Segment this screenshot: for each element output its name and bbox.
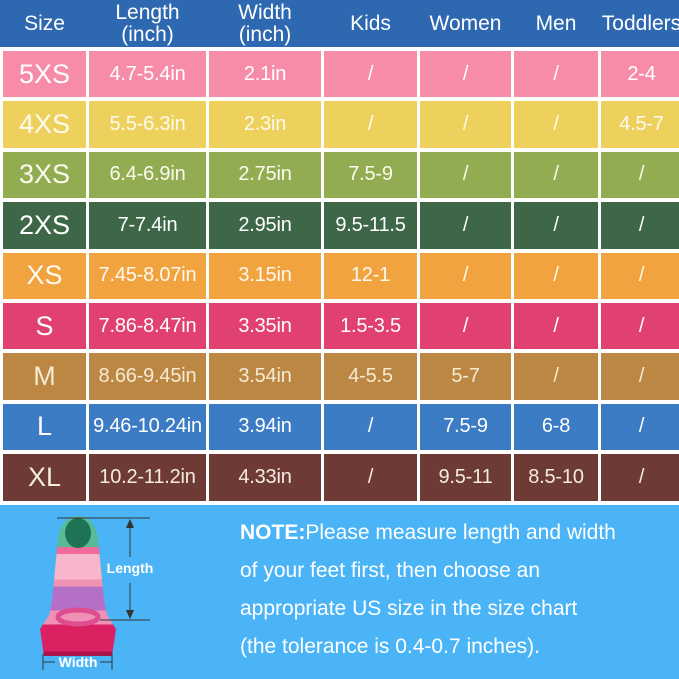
table-cell: / [514,202,598,249]
table-cell: / [420,151,511,199]
table-header: Size Length (inch) Width (inch) Kids Women Men T… [0,0,679,47]
table-cell: 4.7-5.4in [89,51,206,98]
table-cell: 5.5-6.3in [89,101,206,148]
table-cell: / [601,302,679,350]
table-cell: 3.54in [209,353,321,400]
table-cell: / [324,454,417,501]
header-cell-men: Men [535,11,577,35]
size-cell: XL [3,454,86,501]
size-cell: 4XS [3,101,86,148]
table-cell: / [420,202,511,249]
width-label: Width [58,654,98,670]
fin-illustration: Length Width [0,505,230,679]
table-cell: / [420,252,511,299]
table-cell: / [420,302,511,350]
table-cell: / [420,101,511,148]
table-cell: 3.15in [209,252,321,299]
table-cell: / [601,403,679,451]
table-cell: 7-7.4in [89,202,206,249]
header-cell-length: Length (inch) [115,0,180,46]
table-cell: 7.45-8.07in [89,252,206,299]
table-cell: 2.75in [209,151,321,199]
table-cell: 9.5-11 [420,454,511,501]
table-cell: 2.3in [209,101,321,148]
table-cell: 8.66-9.45in [89,353,206,400]
table-cell: 7.5-9 [420,403,511,451]
table-body: 5XS 4.7-5.4in 2.1in / //2-4 4XS 5.5-6.3in 2.3in… [0,47,679,505]
swim-fin-icon [40,516,150,670]
table-cell: 2-4 [601,51,679,98]
table-cell: 7.5-9 [324,151,417,199]
table-cell: / [420,51,511,98]
header-cell-women: Women [429,11,502,35]
table-cell: 3.35in [209,302,321,350]
table-cell: / [514,353,598,400]
length-label: Length [106,560,154,576]
table-cell: 7.86-8.47in [89,302,206,350]
table-cell: / [514,51,598,98]
size-cell: M [3,353,86,400]
table-cell: 8.5-10 [514,454,598,501]
table-cell: 6-8 [514,403,598,451]
header-cell-size: Size [24,11,65,35]
table-cell: / [514,252,598,299]
table-cell: 1.5-3.5 [324,302,417,350]
note-text: NOTE:Please measure length and width of … [240,514,670,666]
header-cell-width: Width (inch) [238,0,292,46]
size-cell: XS [3,252,86,299]
note-line: appropriate US size in the size chart [240,597,578,620]
table-cell: / [514,101,598,148]
size-cell: L [3,403,86,451]
table-cell: 4.33in [209,454,321,501]
table-cell: / [601,252,679,299]
table-cell: 9.46-10.24in [89,403,206,451]
size-cell: 2XS [3,202,86,249]
table-cell: / [514,151,598,199]
header-cell-kids: Kids [350,11,391,35]
size-cell: 5XS [3,51,86,98]
table-cell: / [601,353,679,400]
table-cell: 4-5.5 [324,353,417,400]
table-cell: 12-1 [324,252,417,299]
table-cell: / [514,302,598,350]
table-cell: 2.1in [209,51,321,98]
table-cell: / [601,454,679,501]
size-cell: 3XS [3,151,86,199]
table-cell: 3.94in [209,403,321,451]
table-cell: 10.2-11.2in [89,454,206,501]
table-cell: 6.4-6.9in [89,151,206,199]
note-label: NOTE: [240,521,306,544]
header-cell-toddlers: Toddlers [601,11,679,35]
table-cell: 4.5-7 [601,101,679,148]
table-cell: / [324,51,417,98]
note-line: NOTE:Please measure length and width [240,521,616,544]
table-cell: 9.5-11.5 [324,202,417,249]
footer: Length Width NOTE:Please measure length … [0,505,679,679]
size-cell: S [3,302,86,350]
table-cell: / [601,202,679,249]
table-cell: / [601,151,679,199]
note-line: (the tolerance is 0.4-0.7 inches). [240,635,540,658]
note-line: of your feet first, then choose an [240,559,541,582]
table-cell: / [324,101,417,148]
table-cell: / [324,403,417,451]
table-cell: 2.95in [209,202,321,249]
table-cell: 5-7 [420,353,511,400]
